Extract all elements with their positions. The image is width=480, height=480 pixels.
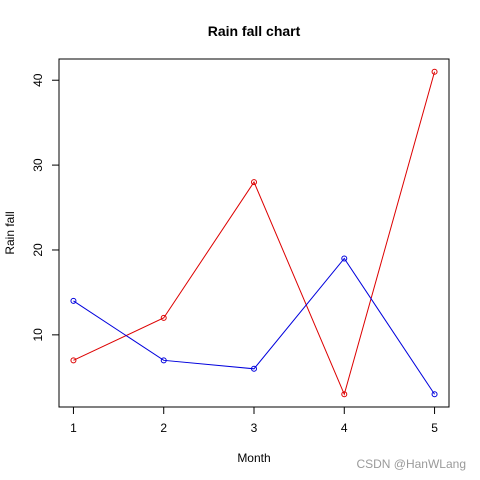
x-tick-label: 3	[251, 421, 258, 435]
x-tick-label: 5	[431, 421, 438, 435]
x-tick-label: 1	[70, 421, 77, 435]
series-2-line	[73, 257, 435, 395]
series-1-line	[73, 71, 436, 396]
series-2-point	[160, 357, 167, 364]
chart-title: Rain fall chart	[208, 23, 301, 39]
x-axis: 1 2 3 4 5	[70, 406, 438, 435]
y-tick-label: 30	[31, 158, 45, 172]
y-tick-label: 10	[31, 328, 45, 342]
y-axis-label: Rain fall	[3, 211, 17, 254]
series-2-point	[251, 365, 257, 372]
series-1-point	[251, 179, 257, 186]
x-tick-label: 4	[341, 421, 348, 435]
y-tick-label: 20	[31, 243, 45, 257]
series-2-point	[70, 297, 77, 304]
series-layer	[70, 68, 438, 398]
series-1-point	[160, 314, 167, 321]
watermark: CSDN @HanWLang	[356, 457, 466, 471]
plot-frame	[58, 58, 450, 408]
series-2-point	[431, 391, 438, 398]
y-axis: 10 20 30 40	[31, 73, 60, 342]
series-2-point	[341, 255, 348, 262]
y-tick-label: 40	[31, 73, 45, 87]
series-1-point	[341, 391, 348, 398]
series-1-point	[70, 357, 77, 364]
series-1-point	[431, 68, 438, 75]
x-axis-label: Month	[237, 451, 270, 465]
x-tick-label: 2	[160, 421, 167, 435]
